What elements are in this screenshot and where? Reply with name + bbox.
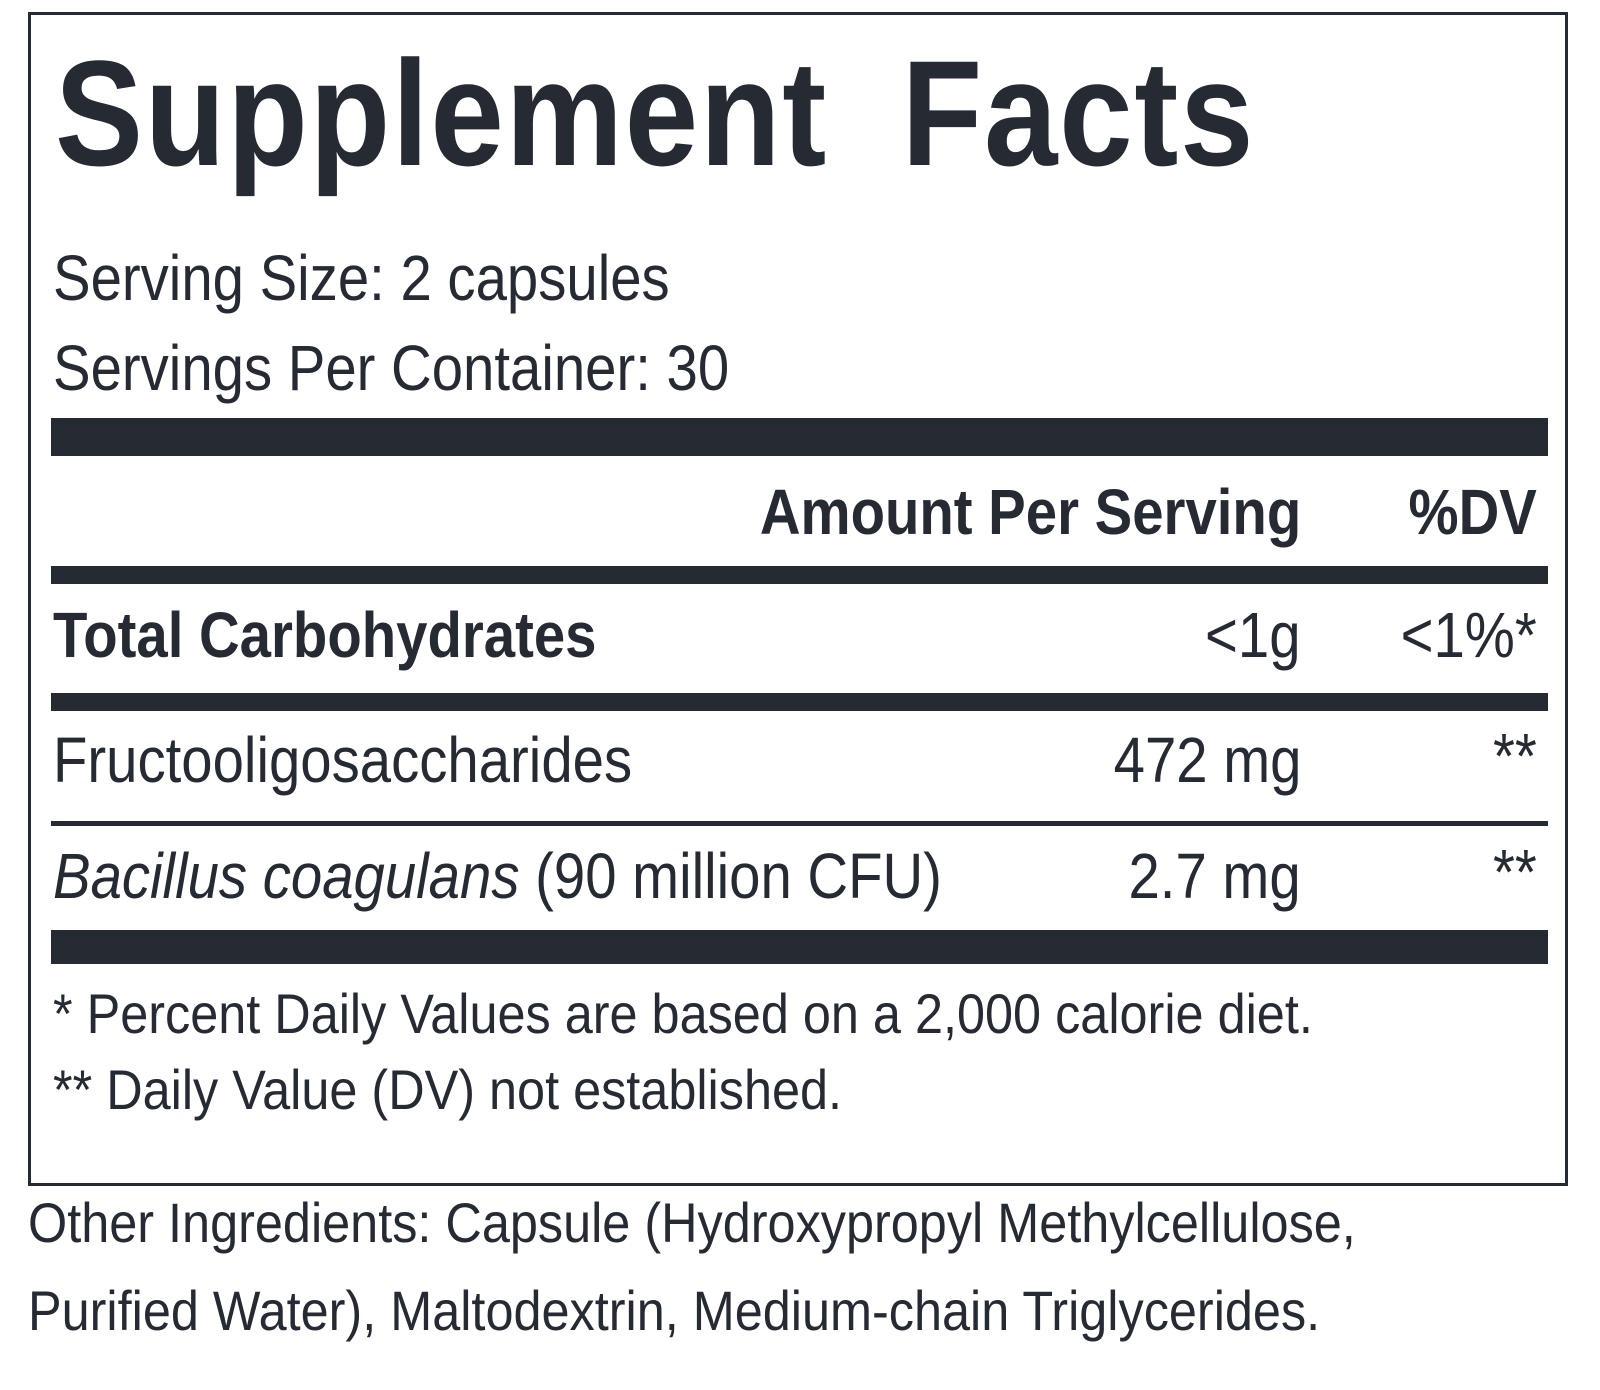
nutrient-name-fructooligosaccharides: Fructooligosaccharides <box>53 724 633 796</box>
header-amount: Amount Per Serving <box>759 476 1301 548</box>
nutrient-name-italic: Bacillus coagulans <box>53 840 520 912</box>
nutrient-name-total-carbohydrates: Total Carbohydrates <box>53 599 597 671</box>
footnote-dv-not-established: ** Daily Value (DV) not established. <box>53 1058 843 1121</box>
footnote-percent-dv: * Percent Daily Values are based on a 2,… <box>53 982 1313 1045</box>
nutrient-amount: <1g <box>1205 599 1301 671</box>
nutrient-name-detail: (90 million CFU) <box>519 840 942 912</box>
nutrient-dv: ** <box>1493 836 1537 908</box>
medium-divider <box>51 566 1548 584</box>
header-dv: %DV <box>1408 476 1537 548</box>
medium-divider <box>51 693 1548 711</box>
nutrient-name-bacillus-coagulans: Bacillus coagulans (90 million CFU) <box>53 841 942 911</box>
supplement-facts-panel: Supplement Facts Serving Size: 2 capsule… <box>28 12 1568 1186</box>
other-ingredients-line-2: Purified Water), Maltodextrin, Medium-ch… <box>28 1279 1321 1342</box>
nutrient-amount: 472 mg <box>1113 724 1301 796</box>
thick-divider <box>51 418 1548 456</box>
nutrient-amount: 2.7 mg <box>1128 840 1301 912</box>
thick-divider <box>51 930 1548 964</box>
nutrient-dv: <1%* <box>1400 599 1537 671</box>
thin-divider <box>51 821 1548 826</box>
serving-size: Serving Size: 2 capsules <box>53 242 670 314</box>
label-title: Supplement Facts <box>55 29 1256 197</box>
servings-per-container: Servings Per Container: 30 <box>53 332 730 404</box>
other-ingredients-line-1: Other Ingredients: Capsule (Hydroxypropy… <box>28 1191 1356 1254</box>
nutrient-dv: ** <box>1493 720 1537 792</box>
